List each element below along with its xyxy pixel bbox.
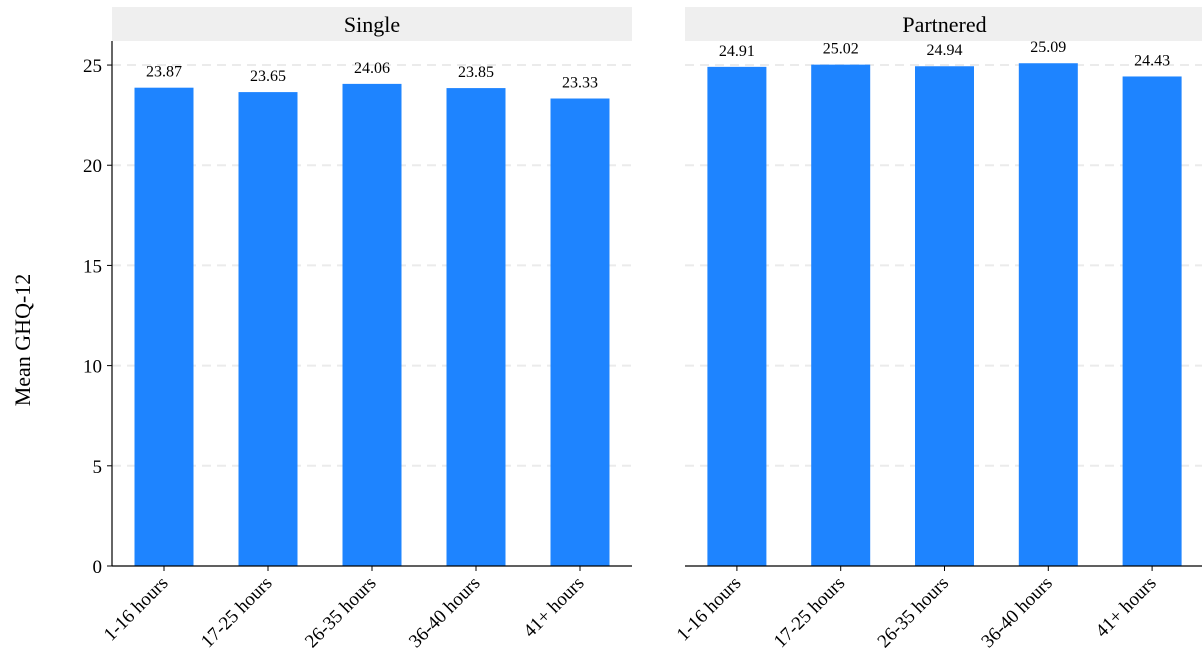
data-label: 23.65 [250,68,286,85]
x-tick-label: 26-35 hours [874,573,953,652]
bar [342,83,402,566]
bar [1122,76,1182,566]
bar [446,88,506,566]
data-label: 24.06 [354,60,390,77]
data-label: 24.94 [927,42,963,59]
bar [238,92,298,567]
data-label: 23.85 [458,64,494,81]
y-tick-label: 5 [93,457,103,478]
data-label: 25.09 [1030,39,1066,56]
data-label: 24.43 [1134,52,1170,69]
y-tick-label: 25 [83,56,102,77]
x-tick-label: 26-35 hours [301,573,380,652]
panel-title: Single [344,12,400,37]
data-label: 23.87 [146,64,182,81]
y-tick-label: 20 [83,156,102,177]
data-label: 25.02 [823,41,859,58]
panel-1: Partnered 24.91 1-16 hours 25.02 17-25 hours… [673,7,1202,652]
bar [811,64,871,567]
x-tick-label: 36-40 hours [977,573,1056,652]
x-tick-label: 41+ hours [519,573,588,642]
x-tick-label: 17-25 hours [197,573,276,652]
data-label: 24.91 [719,43,755,60]
x-tick-label: 1-16 hours [100,573,173,646]
panels: Single 23.87 1-16 hours 23.65 17-25 hours 24.… [83,7,1202,652]
panel-0: Single 23.87 1-16 hours 23.65 17-25 hours 24.… [83,7,632,652]
panel-title: Partnered [902,12,986,37]
bar [134,87,194,566]
bar [550,98,610,566]
data-label: 23.33 [562,75,598,92]
bar [707,66,767,566]
y-tick-label: 0 [93,557,103,578]
x-tick-label: 1-16 hours [673,573,746,646]
panel-strip [685,7,1202,41]
y-tick-label: 10 [83,357,102,378]
x-tick-label: 17-25 hours [770,573,849,652]
x-tick-label: 41+ hours [1092,573,1161,642]
y-tick-label: 15 [83,256,102,277]
y-axis-title: Mean GHQ-12 [10,274,35,407]
x-tick-label: 36-40 hours [405,573,484,652]
bar [915,66,974,566]
panel-strip [112,7,632,41]
bar [1018,63,1078,566]
